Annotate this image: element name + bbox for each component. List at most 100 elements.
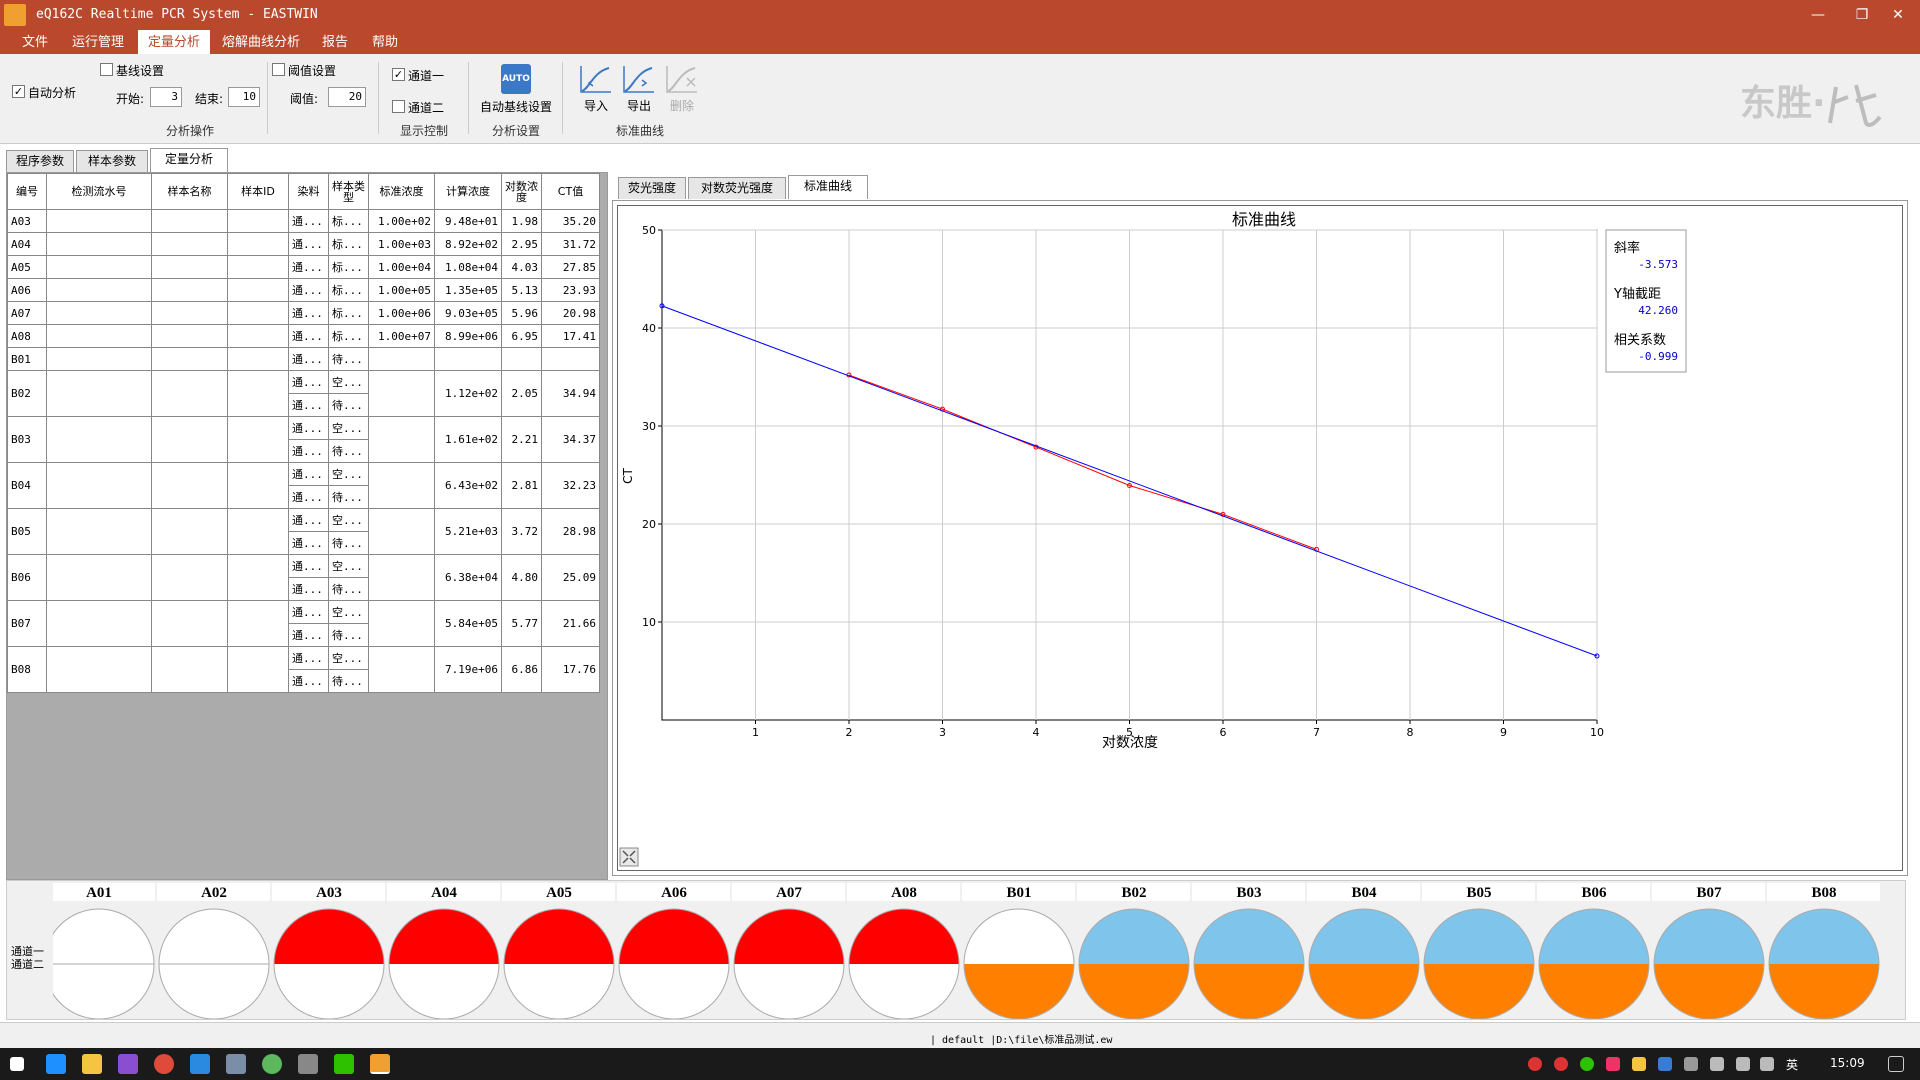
cell-dye[interactable]: 通... [288, 646, 329, 670]
cell-std-conc[interactable]: 1.00e+06 [368, 301, 435, 325]
cell-calc-conc[interactable]: 1.12e+02 [434, 370, 502, 417]
cell-dye[interactable]: 通... [288, 278, 329, 302]
well-A05[interactable]: A05 [502, 883, 615, 1019]
zoom-reset-icon[interactable] [619, 847, 639, 867]
table-row[interactable]: A07 通... 标... 1.00e+06 9.03e+05 5.96 20.98 [7, 301, 600, 325]
tray-wechat-icon[interactable] [1580, 1057, 1594, 1071]
cell-sample-name[interactable] [151, 508, 228, 555]
well-A08[interactable]: A08 [847, 883, 960, 1019]
cell-ct[interactable]: 23.93 [541, 278, 600, 302]
well-A07[interactable]: A07 [732, 883, 845, 1019]
cell-sample-id[interactable] [227, 646, 289, 693]
cell-calc-conc[interactable]: 1.61e+02 [434, 416, 502, 463]
baseline-checkbox[interactable] [100, 63, 113, 76]
tab-program-params[interactable]: 程序参数 [6, 150, 74, 172]
cell-ct[interactable]: 31.72 [541, 232, 600, 256]
cell-log-conc[interactable] [501, 347, 542, 371]
cell-log-conc[interactable]: 6.95 [501, 324, 542, 348]
tray-shield-icon[interactable] [1658, 1057, 1672, 1071]
cell-sample-id[interactable] [227, 347, 289, 371]
cell-dye[interactable]: 通... [288, 462, 329, 486]
cell-std-conc[interactable] [368, 462, 435, 509]
col-header-std-conc[interactable]: 标准浓度 [368, 173, 435, 210]
col-header-sample-name[interactable]: 样本名称 [151, 173, 228, 210]
minimize-button[interactable]: — [1811, 7, 1825, 23]
file-explorer-icon[interactable] [82, 1054, 102, 1074]
cell-sample-name[interactable] [151, 232, 228, 256]
close-button[interactable]: ✕ [1892, 7, 1904, 23]
cell-id[interactable]: A06 [7, 278, 47, 302]
channel2-checkbox[interactable] [392, 100, 405, 113]
cell-sample-name[interactable] [151, 255, 228, 279]
cell-sample-id[interactable] [227, 370, 289, 417]
tray-network-icon[interactable] [1684, 1057, 1698, 1071]
cell-sample-type[interactable]: 空... [328, 508, 369, 532]
export-button[interactable]: 导出 [621, 64, 657, 114]
cell-sample-id[interactable] [227, 278, 289, 302]
table-row[interactable]: A04 通... 标... 1.00e+03 8.92e+02 2.95 31.72 [7, 232, 600, 256]
table-row[interactable]: B02 通... 空... 1.12e+02 2.05 34.94 [7, 370, 600, 417]
cell-calc-conc[interactable]: 9.48e+01 [434, 209, 502, 233]
table-row[interactable]: A06 通... 标... 1.00e+05 1.35e+05 5.13 23.93 [7, 278, 600, 302]
cell-id[interactable]: A04 [7, 232, 47, 256]
cell-dye[interactable]: 通... [288, 623, 329, 647]
cell-ct[interactable]: 21.66 [541, 600, 600, 647]
table-subrow[interactable]: 通... 待... [8, 439, 600, 463]
cell-sample-name[interactable] [151, 462, 228, 509]
cell-sample-type[interactable]: 标... [328, 209, 369, 233]
cell-id[interactable]: A03 [7, 209, 47, 233]
tray-battery-icon[interactable] [1710, 1057, 1724, 1071]
cell-sample-name[interactable] [151, 646, 228, 693]
cell-serial[interactable] [46, 462, 152, 509]
cell-std-conc[interactable]: 1.00e+03 [368, 232, 435, 256]
windows-start-icon[interactable] [10, 1057, 24, 1071]
table-row[interactable]: B04 通... 空... 6.43e+02 2.81 32.23 [7, 462, 600, 509]
cell-ct[interactable]: 17.41 [541, 324, 600, 348]
table-row[interactable]: B03 通... 空... 1.61e+02 2.21 34.37 [7, 416, 600, 463]
cell-dye[interactable]: 通... [288, 439, 329, 463]
cell-sample-type[interactable]: 空... [328, 416, 369, 440]
cell-serial[interactable] [46, 255, 152, 279]
cell-sample-type[interactable]: 待... [328, 347, 369, 371]
well-B07[interactable]: B07 [1652, 883, 1765, 1019]
maximize-button[interactable]: ❐ [1855, 7, 1869, 23]
cell-sample-name[interactable] [151, 554, 228, 601]
tab-standard-curve[interactable]: 标准曲线 [788, 175, 868, 199]
menu-run-management[interactable]: 运行管理 [72, 35, 125, 50]
cell-std-conc[interactable]: 1.00e+02 [368, 209, 435, 233]
cell-serial[interactable] [46, 232, 152, 256]
col-header-calc-conc[interactable]: 计算浓度 [434, 173, 502, 210]
tray-weibo-icon[interactable] [1554, 1057, 1568, 1071]
well-B01[interactable]: B01 [962, 883, 1075, 1019]
cell-dye[interactable]: 通... [288, 255, 329, 279]
cell-serial[interactable] [46, 416, 152, 463]
tab-log-fluorescence[interactable]: 对数荧光强度 [688, 177, 786, 199]
cell-sample-type[interactable]: 标... [328, 232, 369, 256]
cell-sample-name[interactable] [151, 324, 228, 348]
qq-icon[interactable] [190, 1054, 210, 1074]
cell-sample-type[interactable]: 待... [328, 393, 369, 417]
ime-indicator[interactable]: 英 [1786, 1058, 1799, 1072]
menu-file[interactable]: 文件 [22, 35, 49, 50]
cell-calc-conc[interactable]: 6.43e+02 [434, 462, 502, 509]
cell-calc-conc[interactable]: 6.38e+04 [434, 554, 502, 601]
cell-calc-conc[interactable]: 9.03e+05 [434, 301, 502, 325]
cell-calc-conc[interactable] [434, 347, 502, 371]
cell-serial[interactable] [46, 278, 152, 302]
cell-sample-name[interactable] [151, 370, 228, 417]
cell-sample-id[interactable] [227, 600, 289, 647]
cell-sample-name[interactable] [151, 600, 228, 647]
auto-baseline-button[interactable]: AUTO 自动基线设置 [476, 64, 556, 115]
cell-id[interactable]: A07 [7, 301, 47, 325]
table-row[interactable]: B05 通... 空... 5.21e+03 3.72 28.98 [7, 508, 600, 555]
cell-log-conc[interactable]: 5.96 [501, 301, 542, 325]
cell-calc-conc[interactable]: 7.19e+06 [434, 646, 502, 693]
cell-log-conc[interactable]: 1.98 [501, 209, 542, 233]
tab-quantitative-analysis[interactable]: 定量分析 [150, 148, 228, 172]
cell-serial[interactable] [46, 301, 152, 325]
tray-icon-red[interactable] [1528, 1057, 1542, 1071]
cell-sample-type[interactable]: 空... [328, 462, 369, 486]
well-A02[interactable]: A02 [157, 883, 270, 1019]
table-row[interactable]: B01 通... 待... [7, 347, 600, 371]
well-A04[interactable]: A04 [387, 883, 500, 1019]
